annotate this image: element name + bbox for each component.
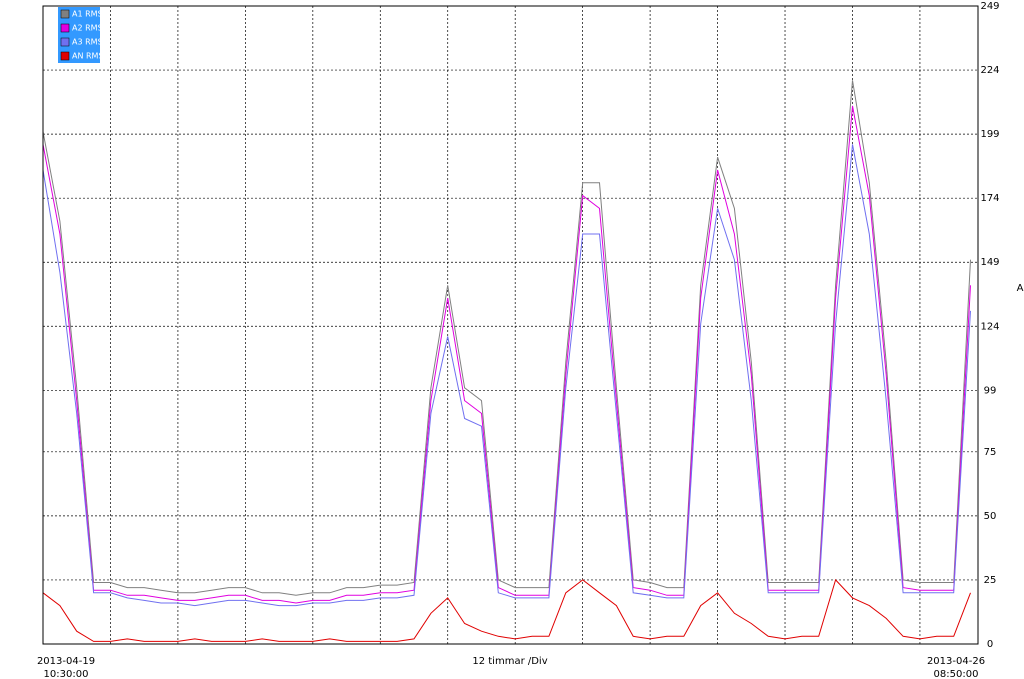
legend-swatch xyxy=(60,23,70,33)
legend: A1 RMS A2 RMS A3 RMS AN RMS xyxy=(58,7,104,63)
plot-frame xyxy=(42,5,979,645)
y-tick-label: 25 xyxy=(984,575,997,586)
y-tick-label: 50 xyxy=(984,511,997,522)
series-line xyxy=(42,105,971,604)
y-tick-label: 199 xyxy=(980,129,999,140)
legend-label: A1 RMS xyxy=(72,10,103,19)
y-tick-label: 0 xyxy=(987,639,993,650)
x-end-date: 2013-04-26 xyxy=(927,656,985,667)
y-axis-label: A xyxy=(1017,283,1024,294)
x-end-time: 08:50:00 xyxy=(934,669,979,679)
grid xyxy=(42,5,978,645)
y-tick-label: 174 xyxy=(980,193,999,204)
y-tick-label: 149 xyxy=(980,257,999,268)
legend-swatch xyxy=(60,9,70,19)
series-line xyxy=(42,144,971,607)
legend-label: AN RMS xyxy=(72,52,104,61)
y-tick-label: 224 xyxy=(980,65,999,76)
lines xyxy=(42,80,971,642)
series-line xyxy=(42,578,971,642)
x-start-date: 2013-04-19 xyxy=(37,656,95,667)
legend-label: A3 RMS xyxy=(72,38,103,47)
y-tick-label: 99 xyxy=(984,385,997,396)
legend-swatch xyxy=(60,51,70,61)
y-tick-label: 249 xyxy=(980,1,999,12)
y-tick-label: 75 xyxy=(984,447,997,458)
legend-label: A2 RMS xyxy=(72,24,103,33)
y-tick-label: 124 xyxy=(980,321,999,332)
series-line xyxy=(42,80,971,596)
legend-swatch xyxy=(60,37,70,47)
x-axis-label: 12 timmar /Div xyxy=(472,656,547,667)
x-start-time: 10:30:00 xyxy=(44,669,89,679)
